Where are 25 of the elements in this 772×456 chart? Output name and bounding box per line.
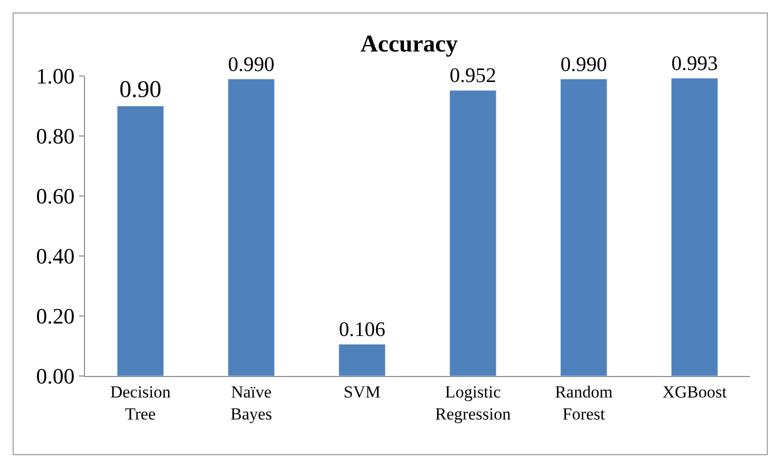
data-label: 0.990 [560, 54, 608, 76]
y-tick-label: 0.60 [36, 184, 75, 209]
data-label: 0.90 [119, 77, 162, 103]
x-tick-label: Decision Tree [110, 382, 172, 424]
x-tick-label: Logistic Regression [435, 382, 512, 424]
chart-title: Accuracy [360, 32, 458, 58]
x-tick-label: Naïve Bayes [230, 382, 272, 424]
bar [671, 78, 718, 376]
bar [449, 90, 496, 376]
data-label: 0.990 [228, 54, 275, 76]
bar [228, 78, 275, 376]
y-tick-label: 0.00 [36, 364, 75, 389]
data-label: 0.952 [450, 65, 496, 88]
bar [338, 344, 386, 376]
bar [116, 106, 164, 376]
x-tick-label: XGBoost [662, 382, 727, 402]
data-label: 0.106 [338, 319, 386, 342]
x-tick-label: SVM [344, 382, 381, 402]
y-tick-label: 0.20 [36, 304, 75, 329]
y-tick-label: 0.40 [36, 244, 75, 269]
data-label: 0.993 [671, 52, 718, 75]
x-tick-label: Random Forest [554, 382, 613, 424]
bar [560, 78, 608, 376]
y-tick-label: 0.80 [36, 124, 75, 149]
y-tick-label: 1.00 [36, 64, 75, 89]
